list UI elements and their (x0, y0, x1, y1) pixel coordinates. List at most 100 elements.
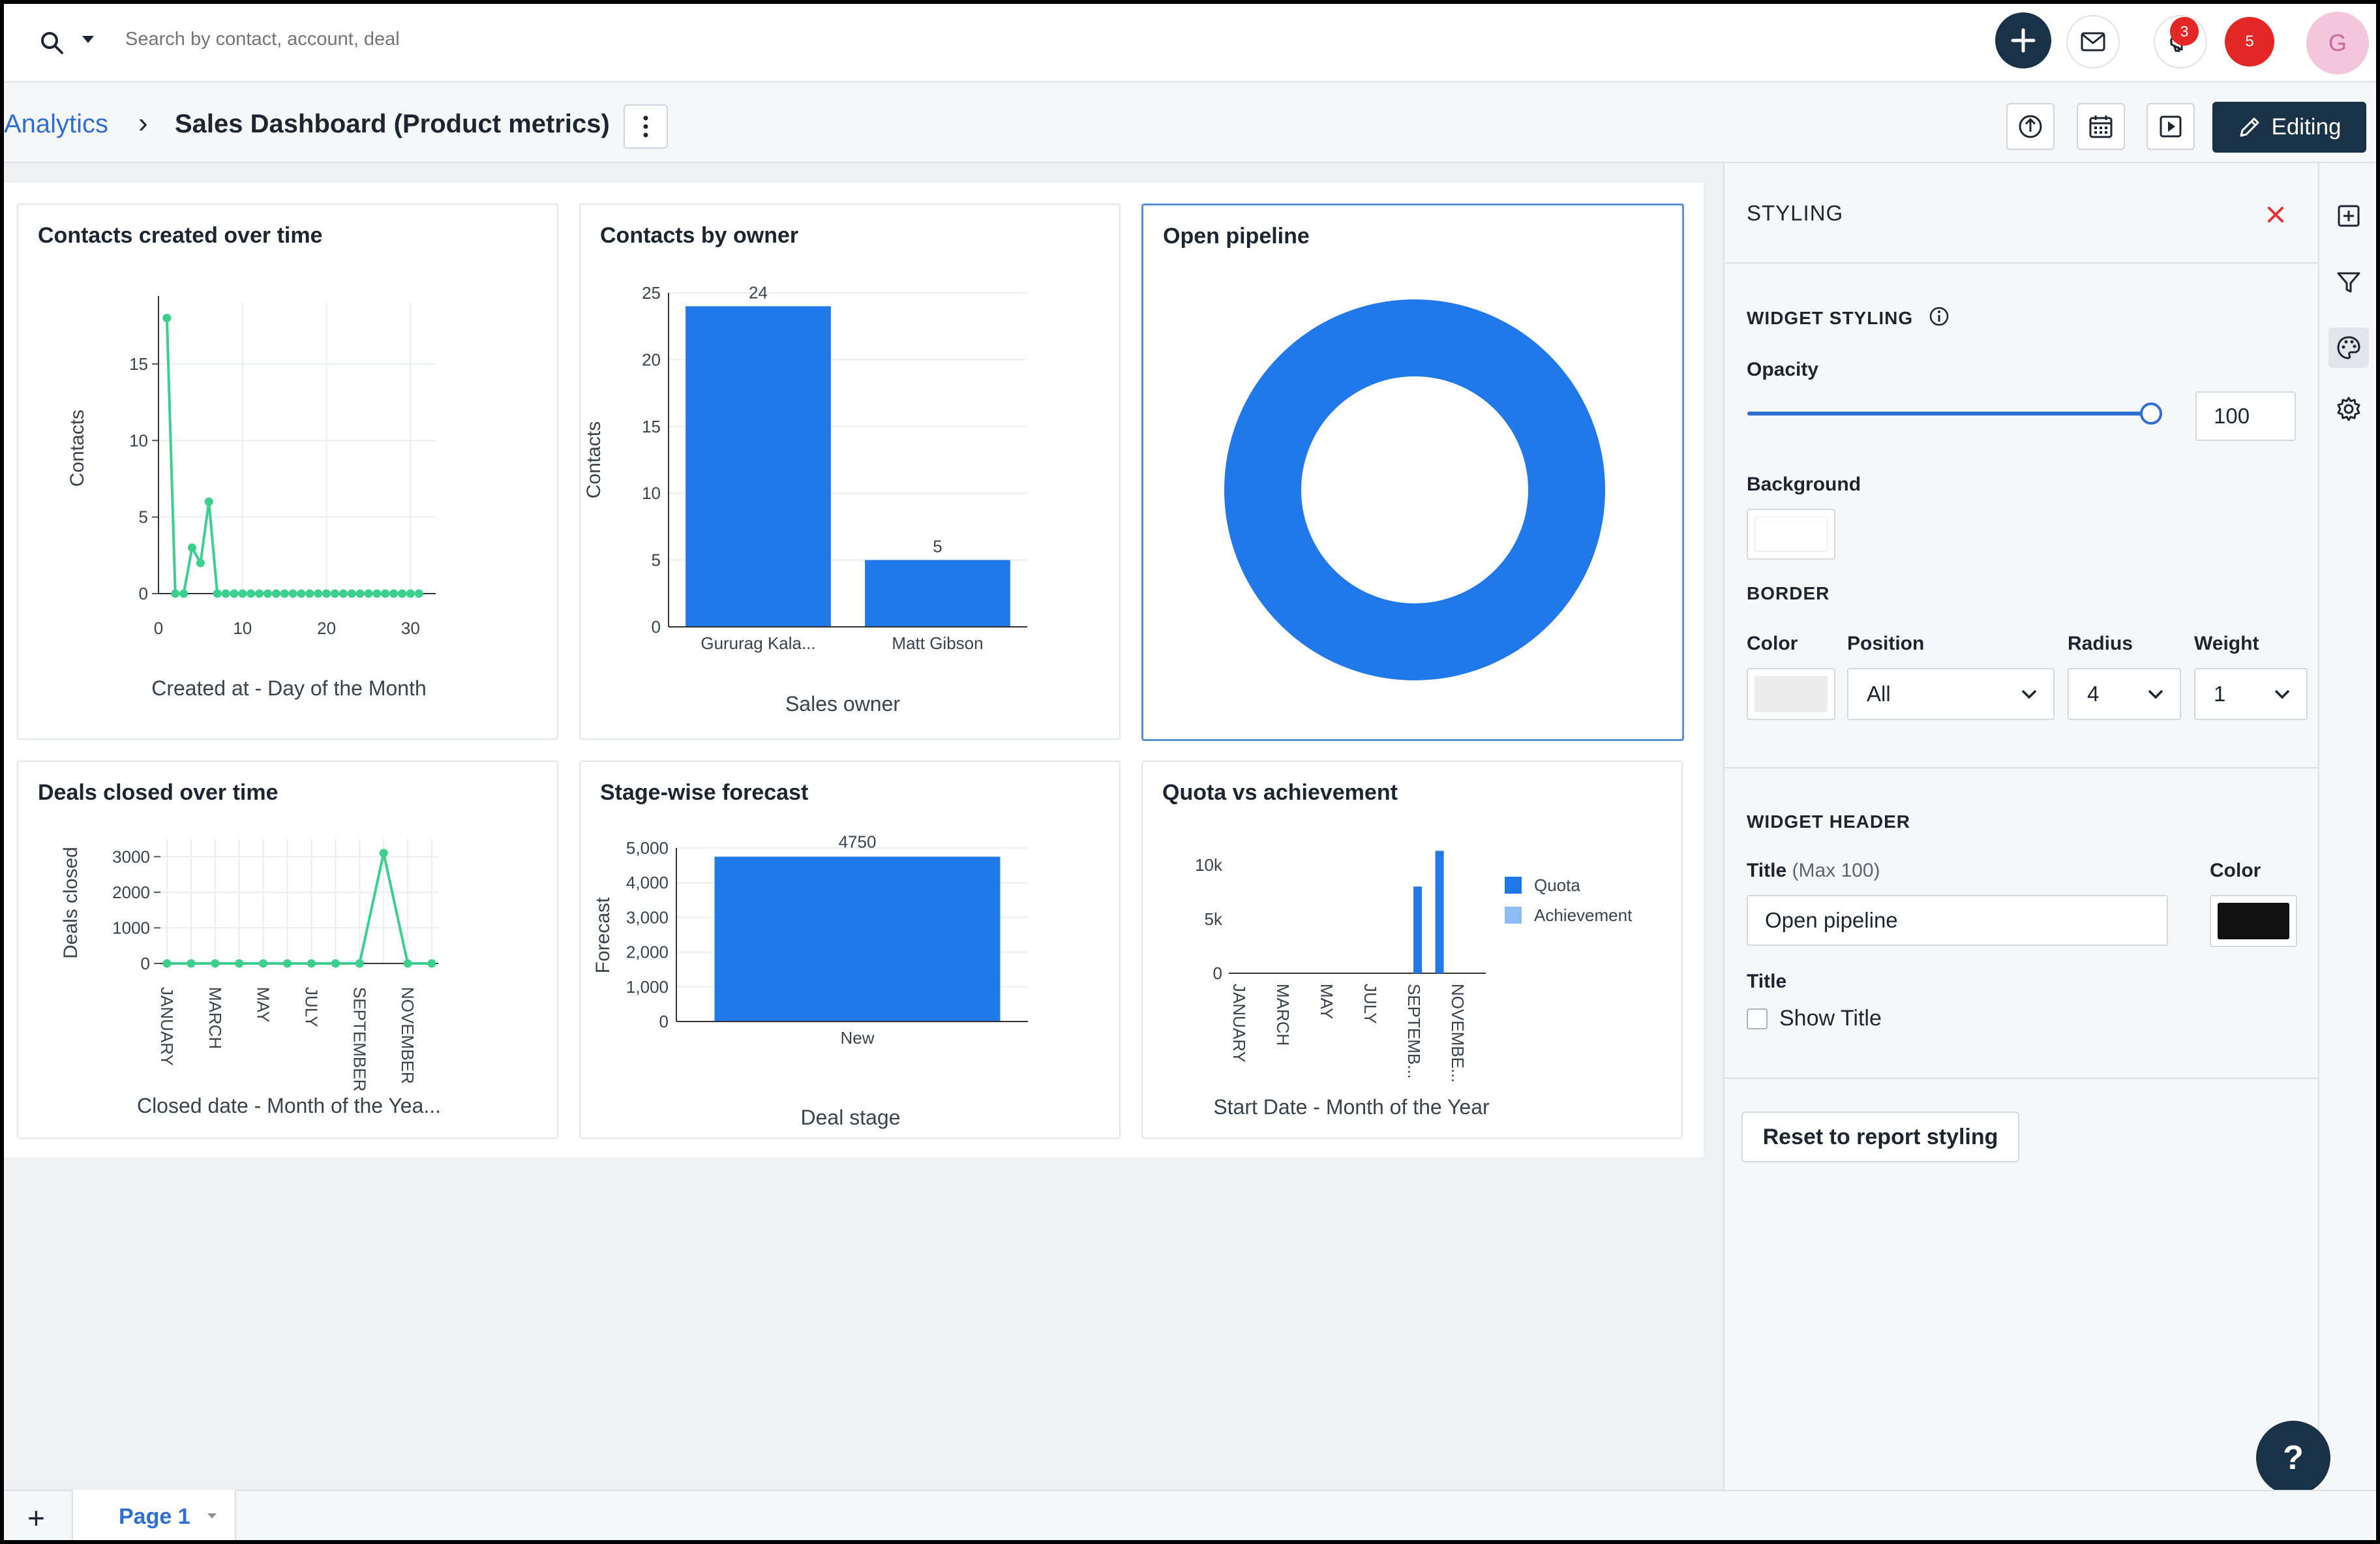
data-point (162, 959, 172, 968)
schedule-button[interactable] (2077, 103, 2125, 150)
background-color-swatch[interactable] (1747, 509, 1835, 560)
info-icon[interactable] (1928, 305, 1950, 327)
data-point (188, 543, 197, 553)
opacity-label: Opacity (1747, 359, 1819, 380)
x-tick-label: JANUARY (157, 987, 177, 1066)
data-point (283, 959, 292, 968)
more-options-button[interactable] (624, 104, 668, 149)
data-point (171, 589, 180, 598)
app-window: 3 5 G Analytics › Sales Dashboard (Produ… (4, 4, 2376, 1540)
widget-open-pipeline[interactable]: Open pipeline (1141, 204, 1684, 741)
opacity-input[interactable]: 100 (2195, 391, 2296, 441)
border-color-swatch[interactable] (1747, 668, 1835, 720)
mail-button[interactable] (2066, 15, 2120, 68)
caret-down-icon[interactable] (206, 1512, 218, 1520)
rail-add-widget-button[interactable] (2328, 196, 2369, 236)
y-tick-label: 0 (659, 1012, 669, 1031)
data-point (259, 959, 268, 968)
breadcrumb-chevron-icon: › (138, 107, 148, 139)
border-position-select[interactable]: All (1847, 668, 2055, 720)
x-tick-label: MARCH (205, 987, 225, 1049)
rail-settings-button[interactable] (2328, 389, 2369, 429)
x-tick-label: Gururag Kala... (700, 633, 815, 653)
y-tick-label: 25 (642, 283, 661, 303)
search-input[interactable] (125, 22, 712, 56)
x-tick-label: NOVEMBE... (1448, 984, 1468, 1083)
data-point (355, 589, 365, 598)
user-avatar[interactable]: G (2306, 12, 2369, 74)
widget-contacts-by-owner[interactable]: Contacts by owner 0 5 10 15 20 25 24 Gururag Ka… (579, 204, 1121, 740)
y-tick-label: 5 (652, 551, 661, 570)
swatch-color (1755, 517, 1828, 552)
widget-title: Stage-wise forecast (600, 780, 809, 805)
widget-title: Quota vs achievement (1162, 780, 1398, 805)
border-radius-select[interactable]: 4 (2068, 668, 2181, 720)
reset-styling-button[interactable]: Reset to report styling (1741, 1112, 2019, 1162)
pencil-icon (2240, 117, 2259, 137)
border-heading: BORDER (1747, 583, 1830, 603)
slider-handle (2140, 402, 2162, 425)
bar-chart: 0 5 10 15 20 25 24 Gururag Kala... 5 Matt Gibson C… (583, 282, 1027, 716)
page-tab-label: Page 1 (119, 1504, 190, 1529)
data-point (427, 959, 436, 968)
page-tab-1[interactable]: Page 1 (72, 1490, 236, 1540)
editing-button[interactable]: Editing (2212, 102, 2366, 153)
opacity-slider[interactable] (1747, 399, 2164, 428)
show-title-checkbox[interactable] (1747, 1008, 1768, 1029)
border-weight-select[interactable]: 1 (2194, 668, 2308, 720)
data-point (331, 959, 340, 968)
title-label: Title (Max 100) (1747, 860, 1880, 882)
widget-title: Open pipeline (1163, 224, 1310, 249)
line-chart: 0 5 10 15 0 10 20 30 Contacts Created at - Day of… (67, 296, 436, 700)
share-button[interactable] (2006, 103, 2055, 150)
notifications-count-badge: 3 (2170, 17, 2199, 46)
y-tick-label: 0 (141, 954, 150, 973)
widget-quota-vs-achievement[interactable]: Quota vs achievement 0 5k 10k JANUARY MARCH M… (1141, 761, 1683, 1139)
breadcrumb-analytics-link[interactable]: Analytics (4, 110, 109, 138)
y-axis-label: Contacts (67, 410, 88, 487)
help-button[interactable]: ? (2256, 1421, 2330, 1495)
x-axis-label: Sales owner (785, 692, 900, 716)
border-weight-label: Weight (2194, 633, 2259, 654)
rail-styling-button[interactable] (2328, 327, 2369, 368)
widget-deals-closed[interactable]: Deals closed over time 0 1000 2000 3000 JANU… (17, 761, 558, 1139)
data-point (187, 959, 196, 968)
data-point (179, 589, 188, 598)
present-button[interactable] (2147, 103, 2195, 150)
x-axis-label: Created at - Day of the Month (151, 676, 427, 700)
bar (1413, 886, 1423, 973)
search-icon[interactable] (38, 29, 67, 57)
x-tick-label: MAY (1317, 984, 1336, 1019)
alerts-badge-button[interactable]: 5 (2225, 17, 2274, 67)
widget-stage-forecast[interactable]: Stage-wise forecast 0 1,000 2,000 3,000 4,00… (579, 761, 1121, 1139)
data-point (230, 589, 239, 598)
header-color-label: Color (2210, 860, 2261, 881)
y-tick-label: 10 (642, 483, 661, 503)
page-tabs-bar: + Page 1 (4, 1490, 2376, 1540)
rail-filter-button[interactable] (2328, 262, 2369, 303)
editing-label: Editing (2271, 114, 2342, 140)
data-point (339, 589, 348, 598)
add-button[interactable] (1995, 12, 2051, 68)
y-tick-label: 10k (1195, 855, 1223, 875)
title-hint: (Max 100) (1792, 860, 1880, 881)
y-axis-label: Contacts (583, 421, 605, 498)
add-page-button[interactable]: + (27, 1501, 45, 1535)
y-tick-label: 15 (129, 354, 148, 374)
header-color-swatch[interactable] (2210, 895, 2297, 947)
series-line (165, 318, 419, 595)
widget-contacts-created[interactable]: Contacts created over time 0 5 10 15 0 10 20 30… (17, 204, 558, 740)
data-point (389, 589, 399, 598)
caret-down-icon[interactable] (81, 34, 95, 44)
x-tick-label: SEPTEMBER (350, 987, 369, 1091)
title-label-text: Title (1747, 860, 1787, 881)
data-point (381, 589, 390, 598)
y-tick-label: 20 (642, 350, 661, 369)
widget-title-input[interactable]: Open pipeline (1747, 895, 2168, 946)
bar-data-label: 24 (749, 282, 768, 302)
close-icon[interactable] (2266, 205, 2285, 224)
y-tick-label: 15 (642, 417, 661, 436)
y-tick-label: 5,000 (626, 838, 669, 858)
palette-icon (2337, 336, 2360, 359)
y-tick-label: 3000 (112, 847, 150, 866)
